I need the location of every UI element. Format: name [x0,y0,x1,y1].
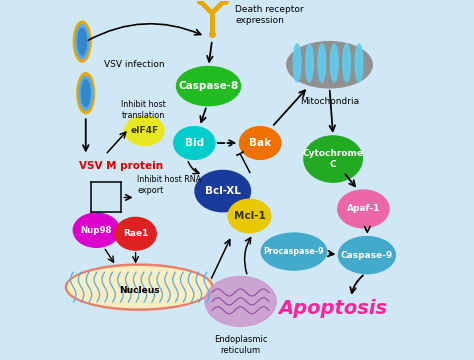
Ellipse shape [261,233,327,270]
Text: Inhibit host RNA
export: Inhibit host RNA export [137,175,201,195]
Text: Bcl-XL: Bcl-XL [205,186,241,196]
Ellipse shape [306,44,313,82]
Text: Bak: Bak [249,138,271,148]
Text: Death receptor
expression: Death receptor expression [235,5,304,24]
Ellipse shape [318,44,326,82]
Ellipse shape [338,237,395,274]
Ellipse shape [343,44,350,82]
Text: Nucleus: Nucleus [119,286,159,295]
Text: Apoptosis: Apoptosis [279,299,388,318]
FancyBboxPatch shape [54,0,420,360]
Ellipse shape [287,42,372,88]
Ellipse shape [73,21,91,62]
Ellipse shape [173,127,215,159]
Ellipse shape [293,44,301,82]
Text: Nup98: Nup98 [81,226,112,235]
Text: Inhibit host
translation: Inhibit host translation [121,100,166,120]
Text: Caspase-9: Caspase-9 [341,251,393,260]
Text: Apaf-1: Apaf-1 [346,204,380,213]
Text: Caspase-8: Caspase-8 [178,81,238,91]
Text: VSV infection: VSV infection [103,60,164,69]
Ellipse shape [176,67,241,106]
Ellipse shape [355,44,363,82]
Ellipse shape [73,213,119,247]
Text: Bid: Bid [185,138,204,148]
Ellipse shape [68,267,210,307]
Ellipse shape [125,116,164,145]
Text: Procaspase-9: Procaspase-9 [264,247,324,256]
Text: Endoplasmic
reticulum: Endoplasmic reticulum [214,335,267,355]
Ellipse shape [65,264,213,310]
Ellipse shape [195,170,251,212]
Text: Mcl-1: Mcl-1 [234,211,265,221]
Text: Mitochondria: Mitochondria [300,97,359,106]
Ellipse shape [228,199,271,233]
Ellipse shape [304,136,362,182]
Ellipse shape [205,276,276,326]
Text: VSV M protein: VSV M protein [79,161,163,171]
Text: Cytochrome
C: Cytochrome C [302,149,364,169]
Ellipse shape [239,127,281,159]
Ellipse shape [115,217,156,250]
Text: Rae1: Rae1 [123,229,148,238]
Ellipse shape [330,44,338,82]
Ellipse shape [79,76,92,110]
Ellipse shape [75,25,89,59]
Text: eIF4F: eIF4F [130,126,158,135]
Ellipse shape [78,28,86,55]
Ellipse shape [77,73,95,114]
Ellipse shape [82,80,90,107]
Ellipse shape [337,190,389,228]
